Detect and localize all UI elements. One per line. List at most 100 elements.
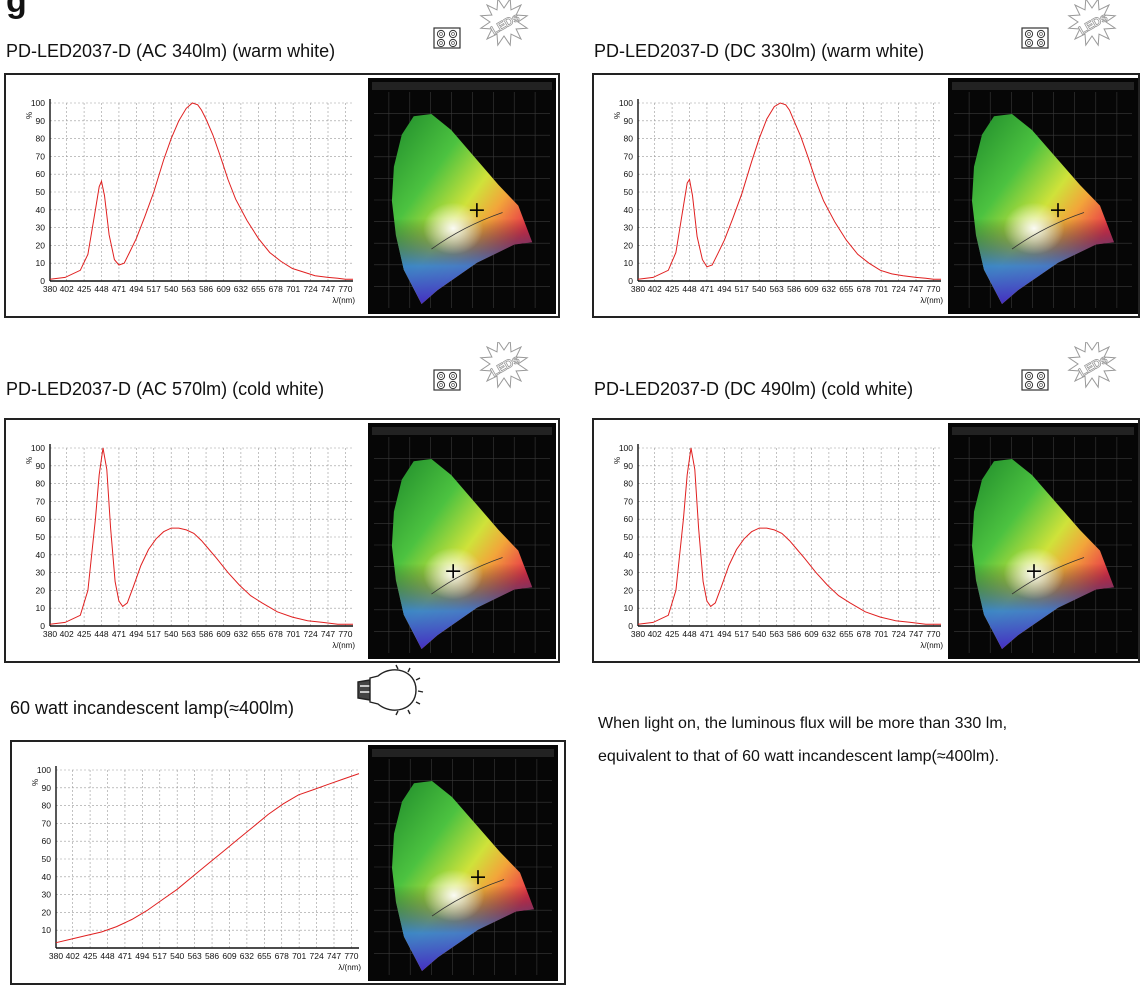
x-tick-label: 494 <box>135 951 149 961</box>
x-tick-label: 724 <box>303 284 317 294</box>
y-tick-label: 0 <box>40 621 45 631</box>
x-tick-label: 586 <box>205 951 219 961</box>
x-tick-label: 494 <box>717 629 731 639</box>
y-tick-label: 90 <box>42 783 52 793</box>
y-tick-label: 50 <box>36 532 46 542</box>
x-tick-label: 563 <box>182 629 196 639</box>
x-tick-label: 586 <box>787 284 801 294</box>
grid <box>637 102 941 282</box>
x-tick-label: 701 <box>874 284 888 294</box>
spectrum-chart-3: 380 402 425 448 471 494 517 540 563 586 609 632 655 6… <box>25 443 355 650</box>
x-tick-label: 701 <box>286 629 300 639</box>
y-tick-label: 60 <box>36 169 46 179</box>
y-tick-label: 20 <box>624 585 634 595</box>
cie-diagram-1 <box>368 78 556 314</box>
x-tick-label: 747 <box>909 629 923 639</box>
x-tick-label: 517 <box>153 951 167 961</box>
y-tick-label: 0 <box>628 621 633 631</box>
x-tick-label: 540 <box>170 951 184 961</box>
x-tick-label: 471 <box>118 951 132 961</box>
x-tick-label: 678 <box>857 629 871 639</box>
y-tick-label: 90 <box>36 461 46 471</box>
led-array-icon: LEDs <box>1021 0 1117 49</box>
y-tick-label: 20 <box>36 240 46 250</box>
x-tick-label: 747 <box>321 284 335 294</box>
x-tick-label: 655 <box>839 284 853 294</box>
planckian-locus <box>431 212 503 250</box>
x-axis-label: λ/(nm) <box>332 296 355 305</box>
x-tick-label: 632 <box>822 629 836 639</box>
y-tick-label: 70 <box>36 496 46 506</box>
spectrum-chart-1: 380 402 425 448 471 494 517 540 563 586 609 632 655 6… <box>25 98 355 305</box>
x-tick-label: 586 <box>787 629 801 639</box>
y-tick-label: 10 <box>624 603 634 613</box>
x-tick-label: 632 <box>822 284 836 294</box>
y-tick-label: 90 <box>624 461 634 471</box>
x-tick-label: 540 <box>164 629 178 639</box>
y-tick-label: 90 <box>36 116 46 126</box>
y-tick-label: 70 <box>624 496 634 506</box>
y-tick-label: 20 <box>624 240 634 250</box>
y-tick-label: 10 <box>624 258 634 268</box>
x-tick-label: 655 <box>251 284 265 294</box>
y-axis-label: % <box>25 457 34 464</box>
y-tick-label: 70 <box>42 818 52 828</box>
x-tick-label: 724 <box>891 629 905 639</box>
y-tick-label: 50 <box>624 187 634 197</box>
x-tick-label: 517 <box>735 629 749 639</box>
x-tick-label: 724 <box>303 629 317 639</box>
spectrum-line <box>49 447 353 625</box>
x-tick-label: 563 <box>770 284 784 294</box>
x-tick-label: 402 <box>648 629 662 639</box>
x-tick-label: 402 <box>66 951 80 961</box>
x-tick-label: 609 <box>804 629 818 639</box>
x-tick-label: 380 <box>43 284 57 294</box>
x-axis-label: λ/(nm) <box>338 963 361 972</box>
y-tick-label: 40 <box>624 550 634 560</box>
x-tick-label: 402 <box>60 284 74 294</box>
planckian-locus <box>1011 557 1085 595</box>
description-line-1: When light on, the luminous flux will be… <box>598 715 1008 732</box>
x-tick-label: 747 <box>321 629 335 639</box>
x-tick-label: 701 <box>874 629 888 639</box>
chart-title-1: PD-LED2037-D (AC 340lm) (warm white) <box>6 41 336 61</box>
x-tick-label: 701 <box>286 284 300 294</box>
x-tick-label: 770 <box>338 629 352 639</box>
y-tick-label: 80 <box>42 801 52 811</box>
y-tick-label: 50 <box>42 854 52 864</box>
x-tick-label: 609 <box>804 284 818 294</box>
x-axis-label: λ/(nm) <box>332 641 355 650</box>
y-tick-label: 60 <box>42 836 52 846</box>
grid <box>49 447 353 627</box>
x-tick-label: 747 <box>909 284 923 294</box>
x-tick-label: 678 <box>857 284 871 294</box>
page-heading: g <box>6 0 27 20</box>
x-tick-label: 770 <box>338 284 352 294</box>
x-tick-label: 655 <box>839 629 853 639</box>
spectrum-line <box>55 773 360 944</box>
chart-frame-2: 380 402 425 448 471 494 517 540 563 586 609 632 655 6… <box>592 73 1140 318</box>
y-tick-label: 30 <box>36 223 46 233</box>
y-tick-label: 0 <box>628 276 633 286</box>
x-tick-label: 540 <box>752 629 766 639</box>
y-tick-label: 20 <box>36 585 46 595</box>
y-tick-label: 100 <box>31 443 45 453</box>
y-tick-label: 40 <box>36 550 46 560</box>
x-tick-label: 448 <box>682 629 696 639</box>
x-tick-label: 471 <box>112 629 126 639</box>
x-tick-label: 770 <box>344 951 358 961</box>
x-tick-label: 425 <box>665 629 679 639</box>
x-tick-label: 448 <box>682 284 696 294</box>
y-tick-label: 10 <box>36 258 46 268</box>
y-tick-label: 40 <box>624 205 634 215</box>
y-tick-label: 80 <box>624 479 634 489</box>
x-tick-label: 494 <box>717 284 731 294</box>
y-tick-label: 40 <box>36 205 46 215</box>
y-tick-label: 30 <box>36 568 46 578</box>
y-axis-label: % <box>613 112 622 119</box>
led-array-icon: LEDs <box>433 342 529 391</box>
grid <box>637 447 941 627</box>
y-tick-label: 90 <box>624 116 634 126</box>
x-tick-label: 425 <box>665 284 679 294</box>
chart-frame-4: 380 402 425 448 471 494 517 540 563 586 609 632 655 6… <box>592 418 1140 663</box>
